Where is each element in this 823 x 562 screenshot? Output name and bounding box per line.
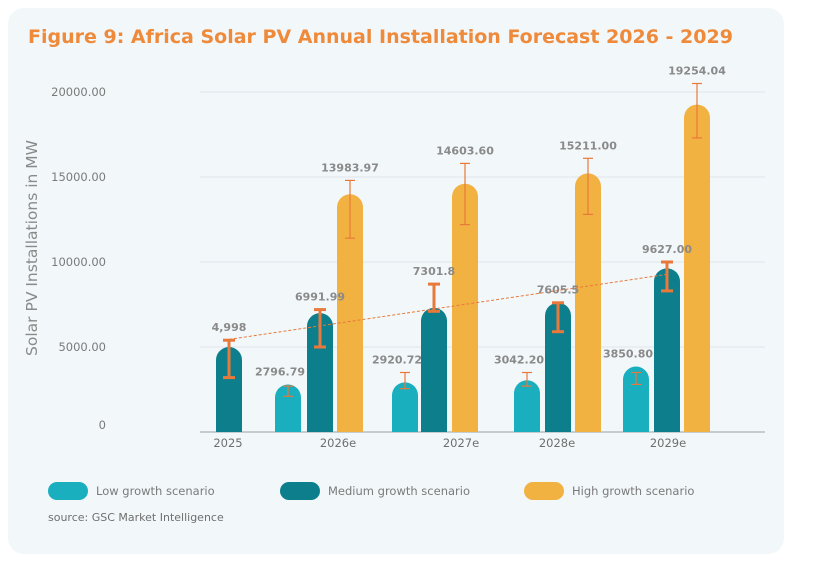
x-tick-label: 2026e xyxy=(320,436,356,450)
data-label-medium: 7301.8 xyxy=(413,265,455,278)
data-label-low: 2796.79 xyxy=(255,365,305,378)
bar-low xyxy=(392,382,418,432)
data-label-low: 3850.80 xyxy=(603,348,653,361)
bar-high xyxy=(452,183,478,432)
legend-item-high: High growth scenario xyxy=(524,481,694,501)
bar-low xyxy=(275,384,301,432)
data-label-low: 2920.72 xyxy=(372,354,422,367)
data-label-high: 15211.00 xyxy=(559,139,617,152)
legend-label-medium: Medium growth scenario xyxy=(328,484,470,498)
data-label-low: 3042.20 xyxy=(494,354,544,367)
bar-low xyxy=(514,380,540,432)
bar-high xyxy=(575,173,601,432)
legend-swatch-low xyxy=(48,482,88,500)
trendline xyxy=(228,273,668,340)
data-label-medium: 9627.00 xyxy=(642,243,692,256)
y-axis-label: Solar PV Installations in MW xyxy=(23,140,41,356)
legend-swatch-high xyxy=(524,482,564,500)
y-tick-label: 5000.00 xyxy=(58,340,106,354)
legend-swatch-medium xyxy=(280,482,320,500)
legend-label-low: Low growth scenario xyxy=(96,484,215,498)
data-label-medium: 4,998 xyxy=(212,321,247,334)
data-label-medium: 6991.99 xyxy=(295,291,345,304)
y-tick-label: 10000.00 xyxy=(51,255,106,269)
bar-medium xyxy=(307,313,333,432)
legend-item-medium: Medium growth scenario xyxy=(280,481,470,501)
bar-high xyxy=(684,104,710,432)
bar-medium xyxy=(421,307,447,432)
bar-low xyxy=(623,366,649,432)
data-label-high: 13983.97 xyxy=(321,161,379,174)
chart-title: Figure 9: Africa Solar PV Annual Install… xyxy=(28,26,733,48)
data-label-medium: 7605.5 xyxy=(537,284,579,297)
x-tick-label: 2028e xyxy=(539,436,575,450)
source-note: source: GSC Market Intelligence xyxy=(48,511,224,524)
data-label-high: 19254.04 xyxy=(668,65,726,78)
bar-medium xyxy=(654,268,680,432)
y-tick-label: 20000.00 xyxy=(51,85,106,99)
x-tick-label: 2027e xyxy=(443,436,479,450)
bar-medium xyxy=(216,347,242,432)
x-tick-label: 2029e xyxy=(650,436,686,450)
bar-high xyxy=(337,194,363,432)
y-tick-label: 15000.00 xyxy=(51,170,106,184)
data-label-high: 14603.60 xyxy=(436,144,494,157)
legend-label-high: High growth scenario xyxy=(572,484,695,498)
y-tick-label: 0 xyxy=(99,418,106,432)
legend-item-low: Low growth scenario xyxy=(48,481,215,501)
x-tick-label: 2025 xyxy=(213,436,242,450)
bar-medium xyxy=(545,302,571,432)
